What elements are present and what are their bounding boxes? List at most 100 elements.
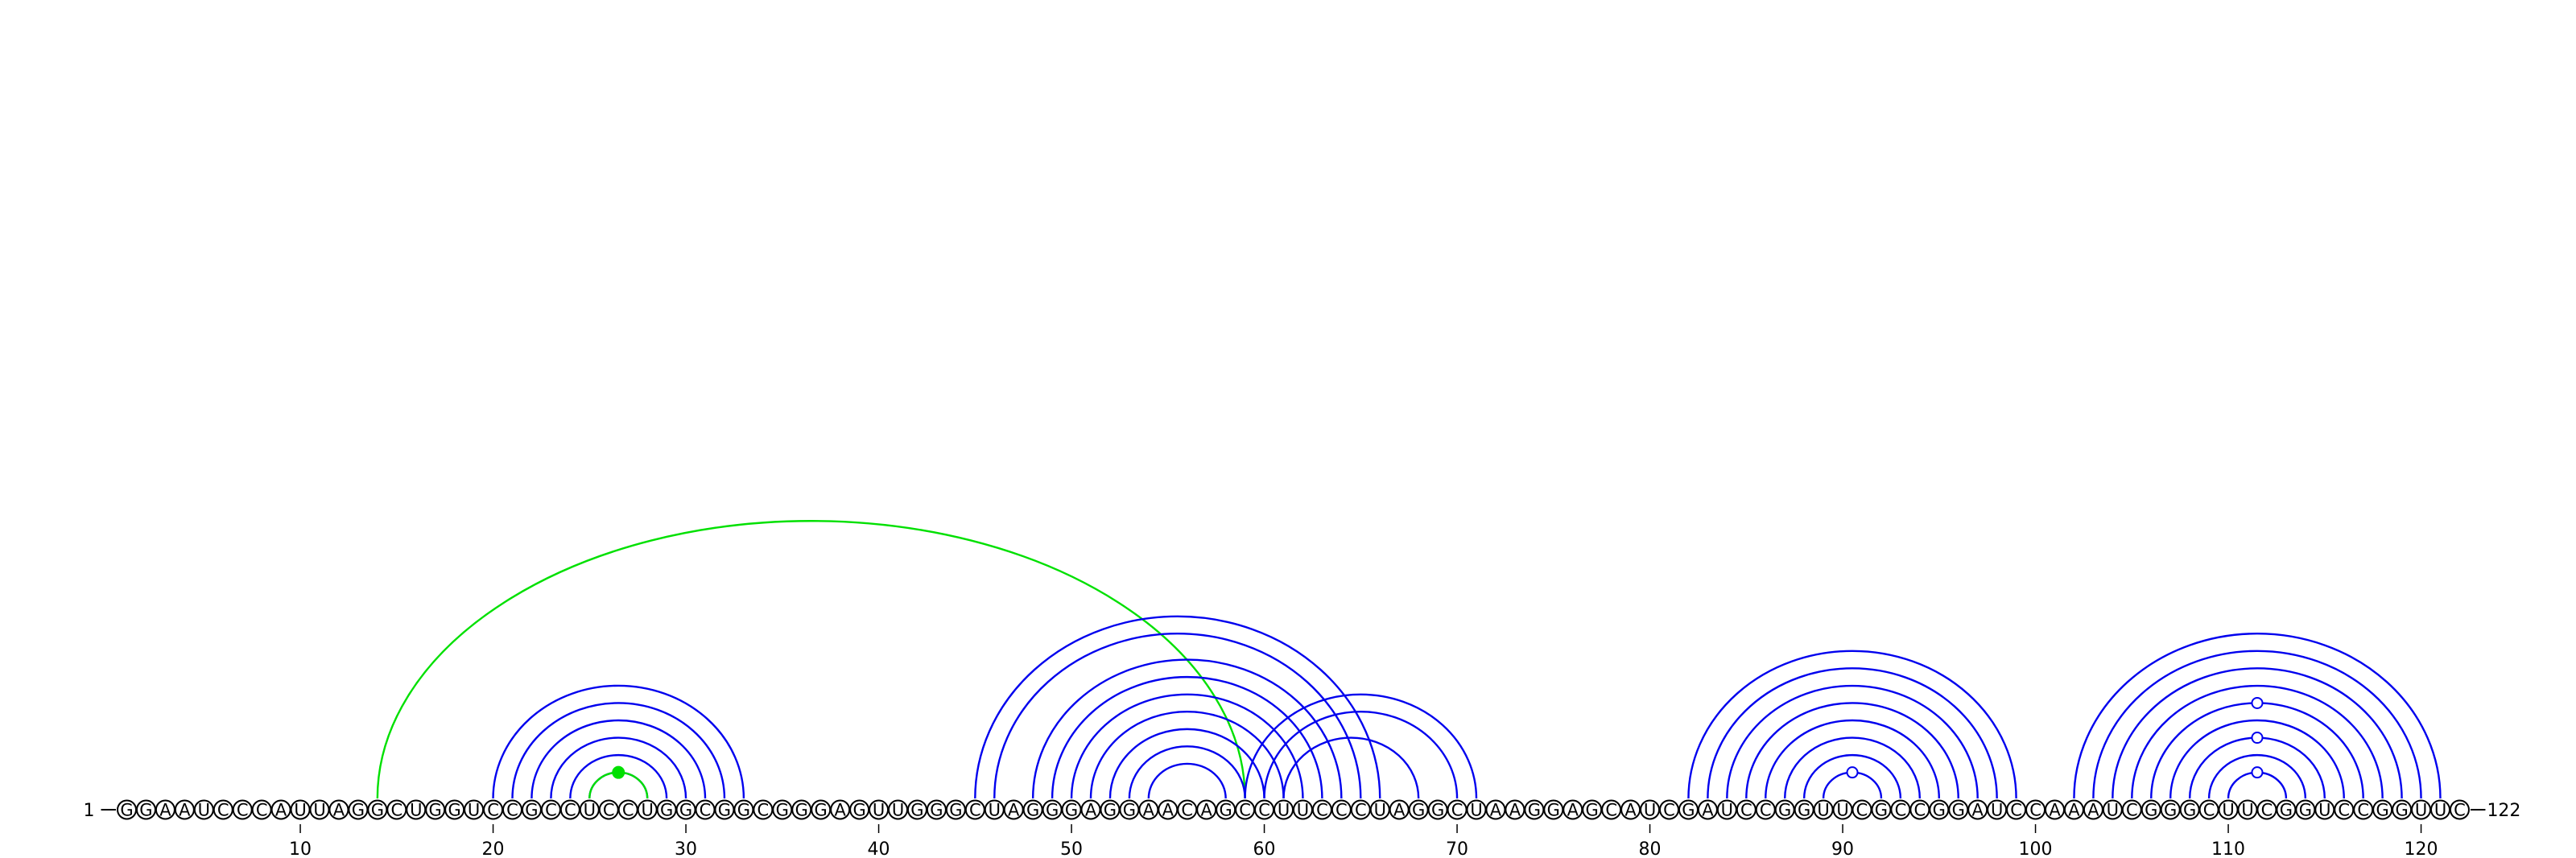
nucleotide: G (1678, 799, 1699, 820)
stem-arc (511, 702, 726, 799)
nucleotide: G (675, 799, 696, 820)
nucleotide-letter: C (237, 801, 249, 820)
nucleotide-letter: U (410, 801, 422, 820)
nucleotide-letter: U (2107, 801, 2119, 820)
nucleotide: G (1427, 799, 1448, 820)
nucleotide-letter: G (660, 801, 673, 820)
sequence-backbone: 1 122 (84, 801, 2521, 821)
open-pair-marker (2251, 732, 2264, 745)
stem-arc (2150, 702, 2364, 799)
nucleotide-letter: G (429, 801, 442, 820)
stem-arc (1726, 684, 1979, 799)
stem-arc (1031, 658, 1343, 799)
nucleotide: C (232, 799, 253, 820)
nucleotide: C (2006, 799, 2027, 820)
nucleotide-letter: G (371, 801, 384, 820)
nucleotide: U (1274, 799, 1294, 820)
nucleotide: C (598, 799, 619, 820)
nucleotide-letter: G (1547, 801, 1560, 820)
nucleotide-letter: U (892, 801, 904, 820)
nucleotide: U (1987, 799, 2008, 820)
nucleotide-letter: C (1239, 801, 1251, 820)
nucleotide-letter: G (448, 801, 461, 820)
open-pair-marker (2251, 696, 2264, 709)
stem-arc (1687, 650, 2017, 799)
nucleotide-letter: C (487, 801, 499, 820)
nucleotide: G (2140, 799, 2161, 820)
tick-label: 20 (482, 839, 505, 858)
nucleotide-letter: G (2376, 801, 2389, 820)
nucleotide-letter: G (1682, 801, 1695, 820)
nucleotide: U (290, 799, 311, 820)
nucleotide: G (1582, 799, 1603, 820)
nucleotide: C (2025, 799, 2046, 820)
tick-label: 50 (1060, 839, 1083, 858)
tick-label: 90 (1831, 839, 1854, 858)
nucleotide-letter: A (1702, 801, 1714, 820)
nucleotide: G (1216, 799, 1236, 820)
nucleotide-letter: U (641, 801, 653, 820)
nucleotide-letter: C (1316, 801, 1328, 820)
nucleotide: G (1948, 799, 1969, 820)
tick-label: 70 (1446, 839, 1468, 858)
nucleotide: G (656, 799, 677, 820)
nucleotide-letter: A (834, 801, 846, 820)
nucleotide: G (2392, 799, 2413, 820)
nucleotide-letter: C (2126, 801, 2138, 820)
nucleotide: G (1871, 799, 1892, 820)
nucleotide-letter: G (949, 801, 962, 820)
nucleotide: C (483, 799, 504, 820)
nucleotide-letter: U (584, 801, 596, 820)
nucleotide-letter: G (139, 801, 152, 820)
nucleotide: A (174, 799, 195, 820)
nucleotide-letter: A (2087, 801, 2099, 820)
nucleotide: U (984, 799, 1005, 820)
nucleotide: A (1003, 799, 1024, 820)
nucleotide: U (1466, 799, 1487, 820)
nucleotide-letter: G (1220, 801, 1232, 820)
nucleotide-letter: C (2357, 801, 2369, 820)
stem-arc (974, 615, 1381, 799)
nucleotide-letter: G (2299, 801, 2312, 820)
nucleotide-letter: U (2241, 801, 2253, 820)
nucleotide: A (1389, 799, 1410, 820)
stem-arc (1147, 762, 1227, 799)
nucleotide-letter: C (2029, 801, 2041, 820)
nucleotide: A (1697, 799, 1718, 820)
nucleotide: A (270, 799, 291, 820)
nucleotide-letter: G (525, 801, 538, 820)
nucleotide: U (888, 799, 908, 820)
base-pair-arcs (376, 519, 2442, 799)
nucleotide-letter: U (1836, 801, 1848, 820)
tick-label: 30 (675, 839, 697, 858)
nucleotide-letter: U (468, 801, 480, 820)
nucleotide-letter: C (1181, 801, 1193, 820)
nucleotide-letter: U (2318, 801, 2330, 820)
nucleotide-letter: A (333, 801, 345, 820)
stem-arc (2169, 719, 2345, 799)
nucleotide-letter: C (1856, 801, 1868, 820)
nucleotide: G (1929, 799, 1950, 820)
stem-arc (1765, 719, 1940, 799)
nucleotide: U (309, 799, 330, 820)
nucleotide: C (1755, 799, 1776, 820)
nucleotide-letter: G (1586, 801, 1599, 820)
nucleotide-letter: C (256, 801, 268, 820)
nucleotide: G (1543, 799, 1564, 820)
nucleotide: U (579, 799, 600, 820)
nucleotide-letter: G (1798, 801, 1810, 820)
nucleotide-letter: G (910, 801, 923, 820)
nucleotide: C (617, 799, 638, 820)
nucleotide-letter: A (159, 801, 171, 820)
nucleotide: C (1350, 799, 1371, 820)
nucleotide-letter: G (120, 801, 133, 820)
nucleotide: G (2295, 799, 2316, 820)
stem-arc (2092, 650, 2422, 799)
nucleotide: G (135, 799, 156, 820)
nucleotide: G (1022, 799, 1043, 820)
nucleotide: G (733, 799, 754, 820)
nucleotide: C (964, 799, 985, 820)
nucleotide: G (906, 799, 927, 820)
